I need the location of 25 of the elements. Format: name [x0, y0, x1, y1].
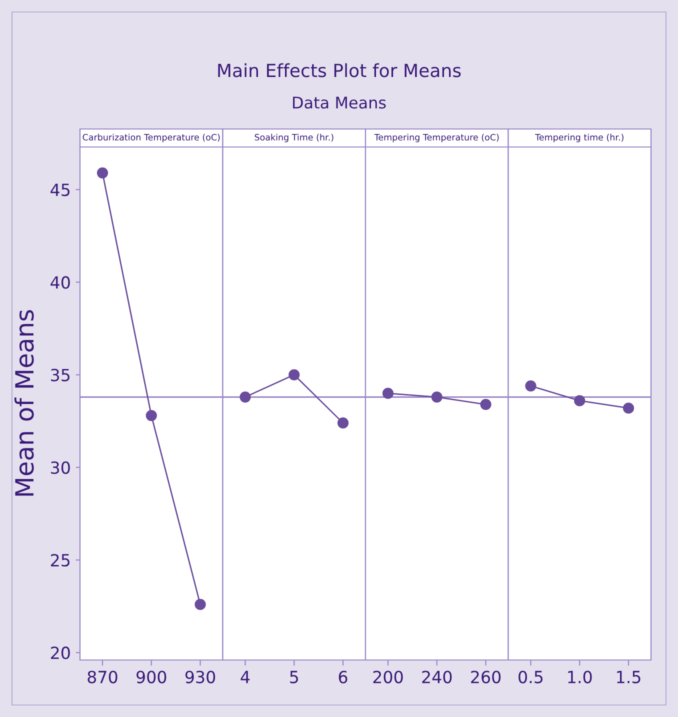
x-tick-label: 5: [290, 670, 298, 684]
x-tick-label: 260: [471, 670, 501, 684]
y-axis-title: Mean of Means: [14, 310, 34, 496]
x-tick-label: 4: [240, 670, 250, 684]
text: Main Effects Plot for Means: [218, 63, 461, 78]
chart-title: Tempering time (hr.): [535, 134, 624, 142]
x-tick-label: 200: [373, 670, 403, 684]
chart-title: Carburization Temperature (oC): [82, 134, 220, 142]
chart-title: Soaking Time (hr.): [254, 134, 334, 142]
text: Data Means: [293, 96, 386, 109]
y-tick-label: 45: [50, 184, 70, 196]
x-tick-label: 6: [338, 670, 348, 684]
x-tick-label: 0.5: [518, 670, 543, 684]
chart-title: Tempering Temperature (oC): [374, 134, 499, 142]
x-tick-label: 1.0: [568, 670, 592, 684]
y-tick-label: 25: [50, 554, 70, 567]
x-tick-label: 900: [136, 670, 166, 684]
y-tick-label: 30: [51, 461, 70, 474]
x-tick-label: 1.5: [617, 670, 640, 684]
y-tick-label: 40: [50, 276, 70, 289]
x-tick-label: 870: [88, 670, 118, 684]
x-tick-label: 240: [422, 670, 452, 684]
y-tick-label: 20: [50, 646, 70, 660]
x-tick-label: 930: [185, 670, 216, 684]
y-tick-label: 35: [51, 368, 70, 382]
